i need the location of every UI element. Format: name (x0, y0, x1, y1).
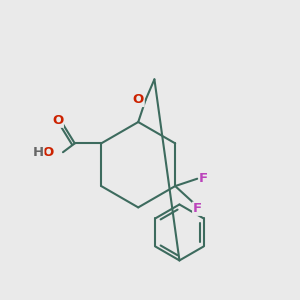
Text: F: F (193, 202, 202, 215)
Text: F: F (199, 172, 208, 185)
Text: H: H (33, 146, 44, 159)
Text: O: O (42, 146, 53, 159)
Text: O: O (133, 93, 144, 106)
Text: O: O (52, 114, 63, 127)
